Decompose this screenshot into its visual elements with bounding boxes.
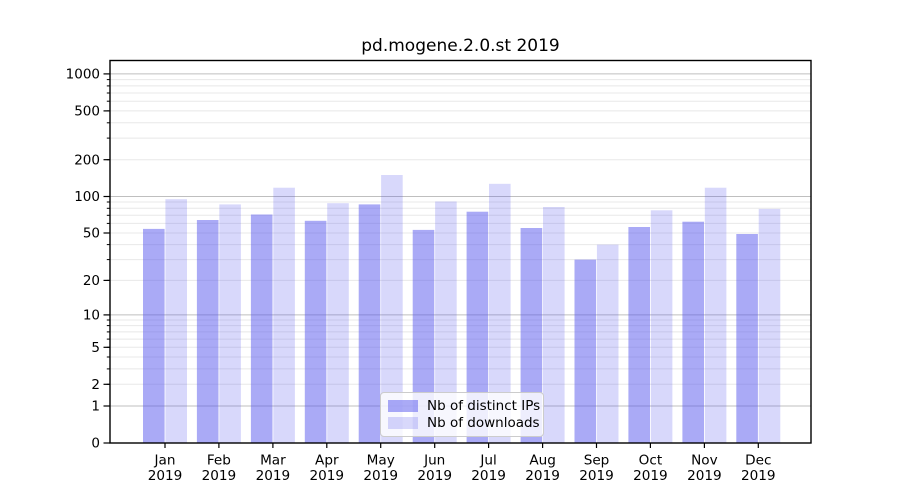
legend-label-distinct-ips: Nb of distinct IPs	[427, 398, 541, 414]
y-tick-label-20: 20	[83, 273, 100, 289]
bar-sep-2019-nb-of-distinct-ips	[574, 259, 597, 443]
bar-oct-2019-nb-of-distinct-ips	[628, 227, 650, 443]
chart-title: pd.mogene.2.0.st 2019	[361, 36, 560, 56]
y-tick-label-5: 5	[91, 340, 100, 356]
bar-mar-2019-nb-of-distinct-ips	[250, 214, 273, 443]
bar-mar-2019-nb-of-downloads	[273, 187, 295, 443]
bar-feb-2019-nb-of-downloads	[219, 204, 241, 443]
y-tick-label-1: 1	[91, 399, 100, 415]
x-tick-label-mar: Mar 2019	[256, 453, 291, 485]
x-tick-label-sep: Sep 2019	[579, 453, 614, 485]
bar-dec-2019-nb-of-downloads	[758, 208, 781, 443]
x-tick-label-jul: Jul 2019	[471, 453, 506, 485]
legend-label-downloads: Nb of downloads	[427, 415, 540, 431]
x-tick-label-may: May 2019	[363, 453, 398, 485]
y-tick-label-10: 10	[83, 308, 100, 324]
y-tick-label-100: 100	[74, 189, 100, 205]
bar-jul-2019-nb-of-distinct-ips	[466, 211, 489, 443]
x-tick-label-oct: Oct 2019	[633, 453, 668, 485]
plot-border	[109, 59, 812, 444]
legend-swatch-distinct-ips	[388, 400, 418, 412]
bar-apr-2019-nb-of-distinct-ips	[304, 220, 327, 443]
y-tick-label-500: 500	[74, 104, 100, 120]
bar-feb-2019-nb-of-distinct-ips	[196, 220, 219, 443]
bar-jul-2019-nb-of-downloads	[489, 183, 511, 444]
x-tick-label-nov: Nov 2019	[687, 453, 722, 485]
y-tick-label-1000: 1000	[66, 67, 100, 83]
bar-oct-2019-nb-of-downloads	[650, 210, 673, 443]
x-tick-label-apr: Apr 2019	[309, 453, 344, 485]
x-tick-label-feb: Feb 2019	[202, 453, 237, 485]
bar-sep-2019-nb-of-downloads	[596, 244, 619, 443]
bar-jun-2019-nb-of-distinct-ips	[412, 229, 435, 443]
bar-nov-2019-nb-of-distinct-ips	[682, 221, 704, 443]
legend-item-downloads: Nb of downloads	[388, 415, 540, 431]
x-tick-label-jun: Jun 2019	[417, 453, 452, 485]
bar-jun-2019-nb-of-downloads	[435, 201, 457, 443]
bar-may-2019-nb-of-distinct-ips	[358, 204, 381, 443]
x-tick-label-jan: Jan 2019	[148, 453, 183, 485]
legend-item-distinct-ips: Nb of distinct IPs	[388, 398, 540, 414]
bar-nov-2019-nb-of-downloads	[704, 187, 727, 443]
bars	[143, 175, 781, 444]
y-tick-label-50: 50	[83, 226, 100, 242]
bar-jan-2019-nb-of-distinct-ips	[143, 228, 165, 443]
y-tick-label-200: 200	[74, 152, 100, 168]
x-tick-label-dec: Dec 2019	[741, 453, 776, 485]
bar-aug-2019-nb-of-distinct-ips	[520, 228, 543, 443]
y-tick-label-0: 0	[91, 436, 100, 452]
legend-swatch-downloads	[388, 417, 418, 429]
bar-dec-2019-nb-of-distinct-ips	[736, 234, 758, 443]
bar-jan-2019-nb-of-downloads	[165, 199, 187, 443]
bar-apr-2019-nb-of-downloads	[327, 203, 349, 443]
legend: Nb of distinct IPs Nb of downloads	[380, 392, 544, 437]
y-tick-label-2: 2	[91, 377, 100, 393]
axes	[103, 59, 812, 448]
bar-aug-2019-nb-of-downloads	[543, 207, 565, 443]
x-tick-label-aug: Aug 2019	[525, 453, 560, 485]
bar-may-2019-nb-of-downloads	[381, 175, 403, 443]
